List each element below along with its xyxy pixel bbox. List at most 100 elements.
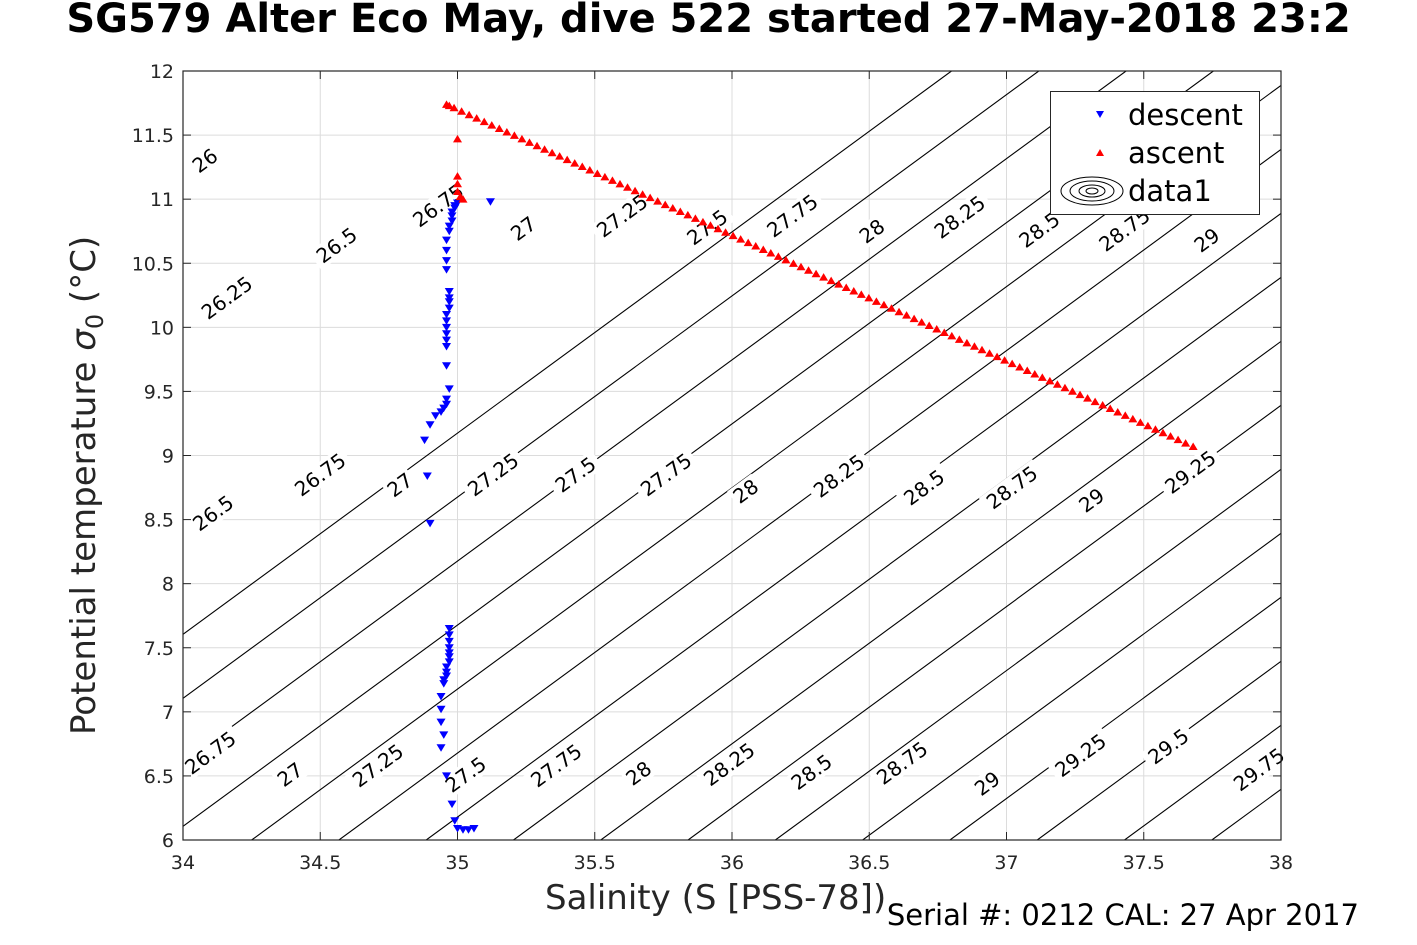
y-tick-label: 10 [150, 317, 174, 339]
x-tick-label: 38 [1269, 852, 1293, 874]
x-tick-label: 35.5 [574, 852, 616, 874]
ascent-point [585, 165, 595, 174]
descent-point [442, 343, 452, 351]
ascent-point [781, 255, 791, 264]
x-tick-label: 35 [445, 852, 469, 874]
descent-point [447, 800, 457, 809]
x-tick-label: 34 [171, 852, 195, 874]
descent-point [447, 212, 457, 220]
legend-item-data1: data1 [1051, 173, 1259, 209]
ascent-point [562, 155, 572, 164]
ascent-point [773, 252, 783, 260]
ascent-point [494, 124, 504, 133]
y-tick-label: 6.5 [144, 766, 174, 788]
isopycnal-line [425, 212, 1281, 840]
descent-series [420, 198, 495, 834]
ascent-point [453, 172, 462, 180]
isopycnal-line [862, 532, 1281, 840]
ascent-point [555, 152, 565, 160]
descent-point [442, 246, 452, 255]
ascent-point [453, 179, 462, 188]
x-axis-label: Salinity (S [PSS-78]) [545, 878, 887, 918]
descent-point [436, 408, 446, 416]
ascent-point [592, 169, 602, 177]
y-tick-label: 8.5 [144, 510, 174, 532]
ascent-point [509, 131, 519, 139]
ascent-point [623, 183, 633, 191]
ascent-point [751, 242, 761, 250]
x-tick-label: 34.5 [299, 852, 341, 874]
ascent-point [1120, 411, 1130, 419]
descent-point [444, 298, 454, 306]
ascent-point [1105, 404, 1115, 413]
ascent-point [1188, 442, 1198, 451]
ascent-point [1181, 439, 1191, 447]
x-tick-label: 36 [720, 852, 744, 874]
legend-item-ascent: ascent [1051, 135, 1259, 171]
ascent-point [453, 187, 462, 195]
ascent-point [894, 307, 904, 316]
ascent-point [487, 121, 497, 129]
descent-point [442, 323, 452, 332]
ascent-point [1067, 387, 1077, 395]
descent-point [442, 266, 452, 274]
descent-point [444, 287, 454, 296]
descent-point [436, 705, 446, 714]
ascent-point [924, 321, 934, 330]
descent-point [442, 668, 452, 677]
ascent-point [698, 217, 708, 226]
descent-point [444, 658, 454, 666]
ascent-point [713, 224, 723, 233]
ascent-point [939, 328, 949, 336]
ascent-point [1173, 435, 1183, 444]
ascent-point [947, 331, 957, 340]
ascent-point [705, 221, 715, 229]
descent-point [442, 362, 452, 370]
ascent-point [683, 210, 693, 219]
ascent-point [690, 214, 700, 222]
legend-label-data1: data1 [1128, 174, 1212, 208]
ascent-point [615, 179, 625, 188]
descent-point [447, 217, 457, 225]
descent-point [439, 680, 449, 688]
ascent-point [841, 283, 851, 292]
ascent-point [879, 300, 889, 309]
isopycnal-line [1036, 660, 1281, 840]
ascent-point [796, 262, 806, 271]
descent-point [442, 672, 452, 680]
descent-point [436, 718, 446, 727]
ascent-point [1158, 428, 1168, 437]
ascent-point [540, 145, 550, 153]
ascent-point [721, 228, 731, 236]
ascent-point [834, 280, 844, 288]
ascent-point [1135, 418, 1145, 426]
ascent-point [804, 266, 814, 274]
descent-point [444, 649, 454, 657]
isopycnal-line [600, 340, 1281, 840]
ascent-point [917, 318, 927, 326]
descent-point [436, 744, 446, 752]
ascent-point [1015, 363, 1025, 371]
descent-point [442, 330, 452, 338]
ascent-point [645, 193, 655, 202]
ascent-point [600, 172, 610, 181]
isopycnal-line [775, 468, 1281, 840]
descent-point [442, 336, 452, 345]
ascent-point [502, 127, 512, 136]
ascent-point [819, 273, 829, 281]
ascent-point [1113, 407, 1123, 416]
y-tick-label: 10.5 [132, 253, 174, 275]
sigma-symbol: σ [64, 329, 104, 351]
descent-point [444, 227, 454, 236]
descent-point [442, 772, 452, 780]
ascent-point [668, 204, 678, 212]
descent-point [442, 400, 452, 409]
descent-point [442, 311, 452, 319]
sigma-subscript: 0 [80, 313, 109, 330]
triangle-up-icon [1096, 149, 1104, 156]
ascent-point [630, 186, 640, 195]
descent-point [447, 208, 457, 216]
legend: descent ascent data1 [1050, 91, 1260, 215]
legend-label-descent: descent [1128, 98, 1243, 132]
ascent-point [736, 235, 746, 243]
